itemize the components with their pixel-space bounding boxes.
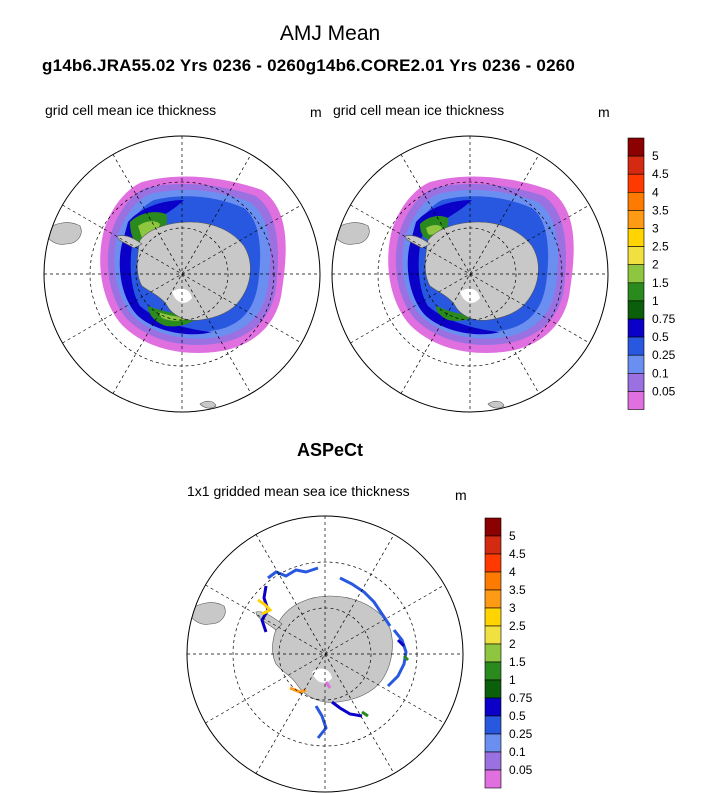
polar-map-observation: [186, 515, 464, 793]
colorbar-swatch: [627, 228, 645, 247]
island: [199, 400, 217, 409]
colorbar-swatch: [484, 697, 502, 717]
panel-1-label: grid cell mean ice thickness: [45, 102, 217, 118]
ice-band-1.5-weddell: [138, 221, 160, 238]
colorbar-swatch: [484, 517, 502, 537]
ice-band-1.5-weddell: [426, 225, 442, 235]
colorbar-swatch: [484, 661, 502, 681]
colorbar-swatch: [484, 589, 502, 609]
colorbar-top: 5 4.5 4 3.5 3 2.5 2 1.5 1 0.75 0.5 0.25 0.1 0.05: [627, 137, 676, 410]
antarctic-peninsula: [255, 611, 283, 631]
colorbar-tick-label: 4.5: [509, 547, 526, 561]
colorbar-swatch: [627, 318, 645, 338]
panel-2-unit: m: [598, 104, 610, 120]
observation-tracks: [257, 566, 410, 739]
colorbar-tick-label: 0.5: [652, 330, 669, 344]
colorbar-swatch: [627, 282, 645, 302]
polar-map-panel-1: [43, 135, 321, 413]
observation-unit: m: [455, 487, 467, 503]
colorbar-tick-label: 3: [509, 601, 516, 615]
colorbar-tick-label: 2: [652, 258, 659, 272]
colorbar-swatch: [484, 607, 502, 627]
south-america-tip: [187, 602, 226, 625]
colorbar-tick-label: 2: [509, 637, 516, 651]
colorbar-tick-label: 2.5: [652, 240, 669, 254]
colorbar-tick-label: 3.5: [509, 583, 526, 597]
colorbar-swatch: [484, 535, 502, 555]
ice-shelf-gap: [172, 288, 192, 303]
colorbar-swatch: [484, 643, 502, 663]
colorbar-swatch: [484, 553, 502, 573]
antarctic-peninsula: [117, 235, 143, 249]
colorbar-tick-label: 1: [509, 673, 516, 687]
colorbar-swatch: [627, 246, 645, 266]
antarctica-landmass: [424, 221, 539, 321]
antarctic-peninsula: [405, 235, 431, 249]
colorbar-swatch: [484, 625, 502, 645]
colorbar-tick-label: 0.05: [509, 763, 533, 777]
colorbar-swatch: [627, 264, 645, 284]
colorbar-bottom: 5 4.5 4 3.5 3 2.5 2 1.5 1 0.75 0.5 0.25 0.1 0.05: [484, 517, 533, 789]
colorbar-tick-label: 0.1: [652, 366, 669, 380]
colorbar-tick-label: 0.25: [509, 727, 533, 741]
polar-map-panel-2: [331, 135, 609, 413]
colorbar-swatch: [627, 155, 645, 175]
colorbar-swatch: [484, 571, 502, 591]
colorbar-swatch: [627, 173, 645, 193]
colorbar-swatch: [627, 300, 645, 320]
colorbar-tick-label: 0.1: [509, 745, 526, 759]
colorbar-swatch: [627, 354, 645, 374]
observation-label: 1x1 gridded mean sea ice thickness: [187, 483, 410, 499]
ice-shelf-gap: [312, 668, 332, 683]
colorbar-swatch: [627, 210, 645, 229]
colorbar-swatch: [627, 137, 645, 157]
figure-title: AMJ Mean: [279, 22, 381, 45]
island: [487, 400, 505, 409]
colorbar-swatch: [484, 769, 502, 789]
south-america-tip: [332, 222, 370, 245]
colorbar-swatch: [484, 715, 502, 735]
colorbar-tick-label: 0.75: [509, 691, 533, 705]
colorbar-tick-label: 3: [652, 222, 659, 236]
colorbar-swatch: [627, 192, 645, 211]
colorbar-tick-label: 1: [652, 294, 659, 308]
colorbar-tick-label: 4: [652, 185, 659, 199]
colorbar-tick-label: 4: [509, 565, 516, 579]
ice-shelf-gap: [460, 288, 480, 303]
south-america-tip: [44, 222, 82, 245]
colorbar-tick-label: 0.5: [509, 709, 526, 723]
panel-1-unit: m: [310, 104, 322, 120]
colorbar-swatch: [627, 391, 645, 410]
colorbar-tick-label: 2.5: [509, 619, 526, 633]
ice-band-1-ross: [436, 306, 476, 321]
colorbar-tick-label: 5: [509, 529, 516, 543]
colorbar-tick-label: 5: [652, 149, 659, 163]
colorbar-tick-label: 0.05: [652, 384, 676, 398]
colorbar-tick-label: 0.25: [652, 348, 676, 362]
antarctica-landmass: [136, 221, 251, 321]
colorbar-swatch: [627, 336, 645, 356]
colorbar-swatch: [484, 679, 502, 699]
colorbar-swatch: [484, 733, 502, 753]
colorbar-tick-label: 1.5: [509, 655, 526, 669]
figure-subtitle: g14b6.JRA55.02 Yrs 0236 - 0260g14b6.CORE…: [42, 56, 576, 75]
colorbar-tick-label: 3.5: [652, 203, 669, 217]
colorbar-swatch: [627, 372, 645, 392]
panel-2-label: grid cell mean ice thickness: [333, 102, 505, 118]
colorbar-tick-label: 0.75: [652, 312, 676, 326]
antarctica-landmass: [272, 595, 393, 703]
observation-title: ASPeCt: [296, 440, 363, 460]
colorbar-tick-label: 4.5: [652, 167, 669, 181]
colorbar-swatch: [484, 751, 502, 771]
colorbar-tick-label: 1.5: [652, 276, 669, 290]
